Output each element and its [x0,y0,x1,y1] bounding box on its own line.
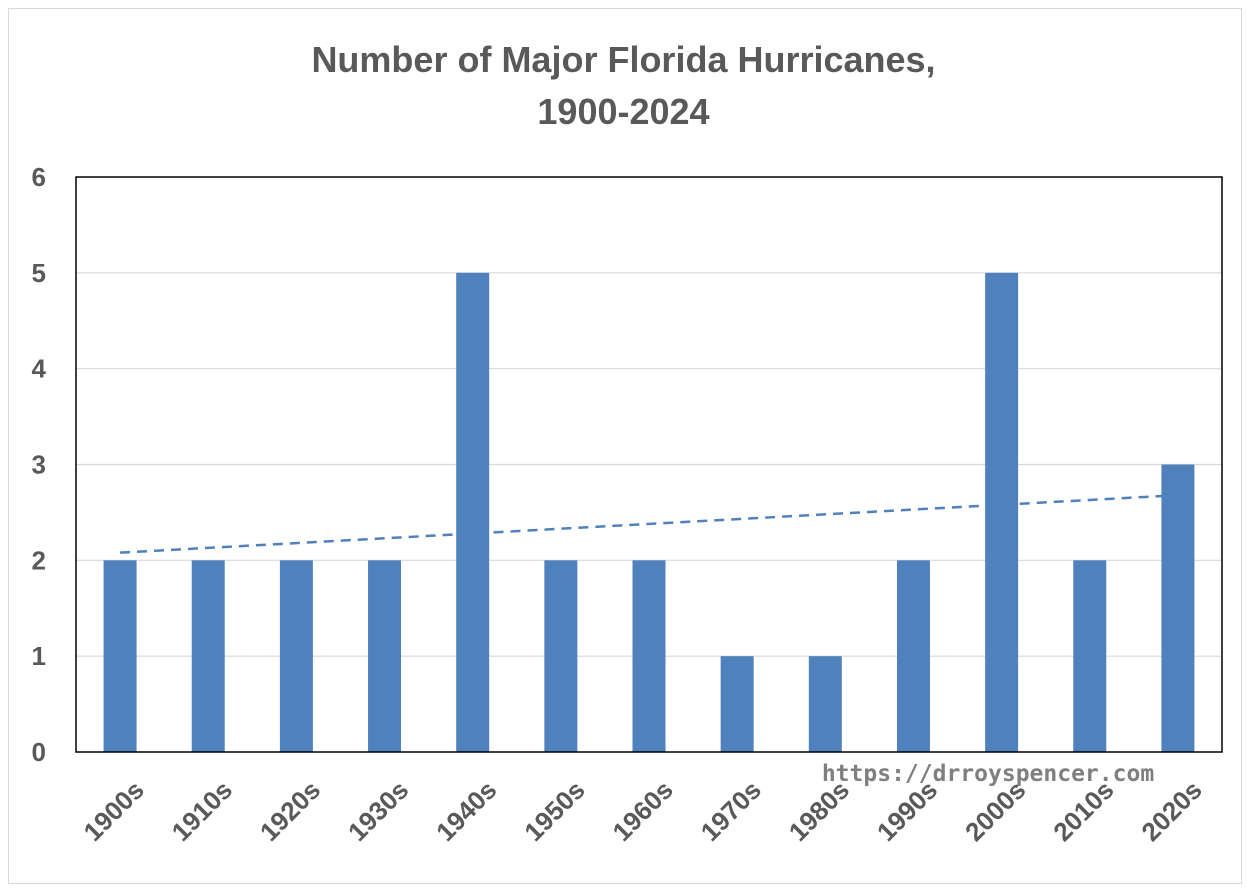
bar-1950s [544,560,578,752]
watermark-url: https://drroyspencer.com [822,761,1154,787]
bar-2000s [985,272,1019,752]
x-tick-label-1920s: 1920s [254,775,326,847]
bar-1940s [456,272,490,752]
trendline-layer [120,493,1178,554]
y-tick-label: 6 [32,162,46,192]
plot-area-border [75,176,1223,753]
x-tick-label-1910s: 1910s [166,775,238,847]
bar-2020s [1161,464,1195,752]
bar-1980s [808,656,842,752]
chart-title-line-2: 1900-2024 [537,91,710,132]
y-axis-tick-labels: 0 1 2 3 4 5 6 [32,162,47,767]
bar-1930s [368,560,402,752]
y-tick-label: 3 [32,450,46,480]
bar-1960s [632,560,666,752]
y-tick-label: 4 [32,354,47,384]
x-tick-label-1930s: 1930s [342,775,414,847]
x-tick-label-1960s: 1960s [606,775,678,847]
y-tick-label: 1 [32,641,46,671]
x-tick-label-1950s: 1950s [518,775,590,847]
y-tick-label: 5 [32,258,46,288]
trendline [120,493,1178,554]
x-tick-label-1940s: 1940s [430,775,502,847]
bar-1920s [279,560,313,752]
y-tick-label: 2 [32,545,46,575]
y-tick-label: 0 [32,737,46,767]
chart-title-line-1: Number of Major Florida Hurricanes, [311,39,936,80]
bar-1910s [191,560,225,752]
bar-2010s [1073,560,1107,752]
bars [103,272,1195,752]
x-tick-label-1900s: 1900s [78,775,150,847]
bar-1970s [720,656,754,752]
bar-1990s [896,560,930,752]
chart-title: Number of Major Florida Hurricanes, 1900… [0,34,1247,138]
x-tick-label-1970s: 1970s [695,775,767,847]
bar-1900s [103,560,137,752]
